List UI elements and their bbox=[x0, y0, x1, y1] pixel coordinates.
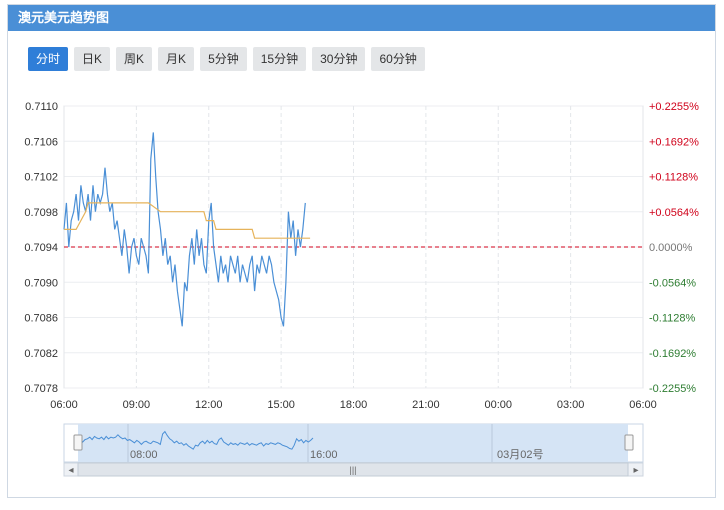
range-navigator[interactable]: 08:00 16:00 03月02号 ◂ ▸ ||| bbox=[64, 424, 643, 476]
x-tick-label: 12:00 bbox=[195, 399, 223, 411]
pct-tick-label: +0.1692% bbox=[649, 136, 699, 148]
x-tick-label: 18:00 bbox=[340, 399, 368, 411]
right-range-handle[interactable] bbox=[625, 435, 633, 450]
navigator-label: 16:00 bbox=[310, 449, 338, 461]
y-axis-price-labels: 0.7110 0.7106 0.7102 0.7098 0.7094 0.7090 0.70… bbox=[24, 101, 58, 395]
x-tick-label: 03:00 bbox=[557, 399, 585, 411]
y-tick-label: 0.7078 bbox=[24, 383, 58, 395]
pct-tick-label: 0.0000% bbox=[649, 242, 693, 254]
average-line bbox=[64, 203, 310, 238]
y-tick-label: 0.7102 bbox=[24, 172, 58, 184]
left-range-handle[interactable] bbox=[74, 435, 82, 450]
x-axis-time-labels: 06:00 09:00 12:00 15:00 18:00 21:00 00:00 03:00… bbox=[50, 399, 657, 411]
scrollbar-grip: ||| bbox=[349, 465, 356, 475]
x-tick-label: 15:00 bbox=[267, 399, 295, 411]
y-tick-label: 0.7106 bbox=[24, 136, 58, 148]
pct-tick-label: -0.2255% bbox=[649, 383, 696, 395]
pct-tick-label: -0.1128% bbox=[649, 313, 695, 325]
y-tick-label: 0.7086 bbox=[24, 313, 58, 325]
pct-tick-label: -0.1692% bbox=[649, 348, 696, 360]
x-tick-label: 09:00 bbox=[123, 399, 151, 411]
scroll-right-arrow[interactable]: ▸ bbox=[633, 465, 638, 476]
pct-tick-label: +0.0564% bbox=[649, 207, 699, 219]
y-tick-label: 0.7110 bbox=[25, 101, 58, 113]
x-tick-label: 06:00 bbox=[50, 399, 78, 411]
price-line bbox=[64, 132, 305, 326]
navigator-label: 08:00 bbox=[130, 449, 158, 461]
x-tick-label: 06:00 bbox=[629, 399, 657, 411]
y-axis-percent-labels: +0.2255% +0.1692% +0.1128% +0.0564% 0.0000% -… bbox=[649, 101, 699, 395]
x-tick-label: 21:00 bbox=[412, 399, 440, 411]
navigator-label: 03月02号 bbox=[497, 448, 543, 461]
y-tick-label: 0.7090 bbox=[24, 277, 58, 289]
pct-tick-label: +0.2255% bbox=[649, 101, 699, 113]
pct-tick-label: -0.0564% bbox=[649, 277, 696, 289]
y-tick-label: 0.7098 bbox=[24, 207, 58, 219]
x-tick-label: 00:00 bbox=[484, 399, 512, 411]
pct-tick-label: +0.1128% bbox=[649, 172, 698, 184]
y-tick-label: 0.7094 bbox=[24, 242, 58, 254]
y-tick-label: 0.7082 bbox=[24, 348, 58, 360]
scroll-left-arrow[interactable]: ◂ bbox=[68, 465, 73, 476]
